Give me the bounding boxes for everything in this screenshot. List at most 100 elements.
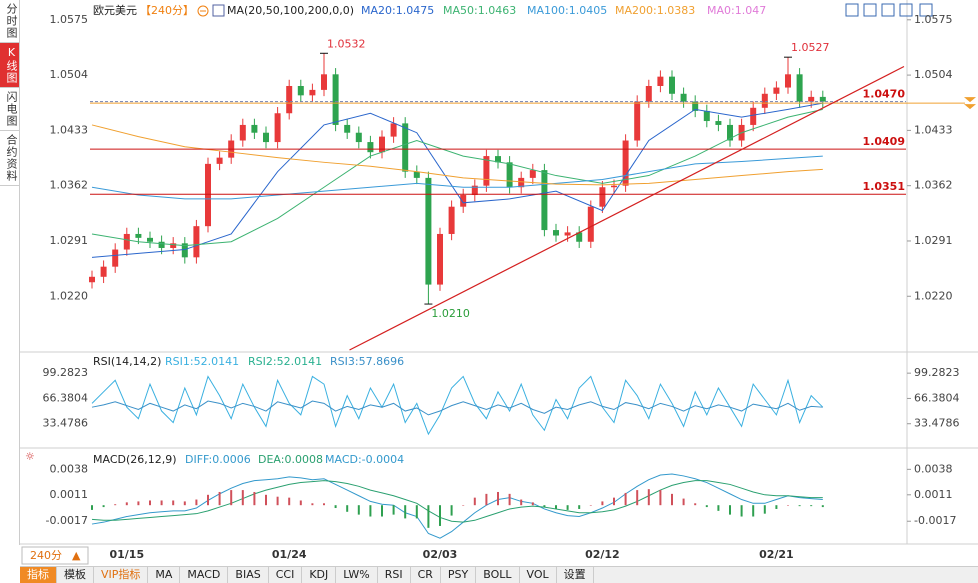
candle-body — [761, 93, 768, 108]
candle-body — [448, 206, 455, 234]
histogram-bar — [717, 505, 720, 511]
histogram-bar — [462, 505, 465, 506]
candle-body — [553, 230, 559, 236]
candle-body — [529, 170, 536, 178]
level-label: 1.0409 — [863, 135, 905, 148]
legend-entry: MA100:1.0405 — [527, 4, 607, 17]
y-tick-label: 0.0038 — [914, 462, 953, 475]
candle-body — [89, 276, 95, 283]
legend-entry: DEA:0.0008 — [258, 453, 323, 466]
histogram-bar — [439, 505, 441, 526]
histogram-bar — [276, 496, 279, 506]
candle-body — [112, 249, 119, 267]
y-tick-label: -0.0017 — [46, 514, 88, 527]
period-select[interactable]: 240分 — [30, 549, 62, 562]
candle-body — [483, 156, 490, 186]
candle-body — [263, 132, 269, 143]
histogram-bar — [578, 505, 581, 509]
side-tab[interactable]: K线图 — [0, 43, 19, 88]
candle-body — [703, 110, 710, 122]
candle-body — [622, 140, 629, 186]
histogram-bar — [763, 505, 766, 514]
toolbar-tab[interactable]: BIAS — [228, 567, 269, 583]
legend-entry: MA20:1.0475 — [361, 4, 434, 17]
ma-label: MA(20,50,100,200,0,0) — [227, 4, 354, 17]
toolbar-tab[interactable]: MA — [148, 567, 181, 583]
x-tick-label: 01/15 — [109, 548, 144, 561]
histogram-bar — [404, 505, 407, 519]
y-tick-label: 1.0291 — [50, 234, 89, 247]
candle-body — [355, 132, 362, 143]
candle-body — [100, 266, 107, 277]
toolbar-tab[interactable]: PSY — [441, 567, 477, 583]
histogram-bar — [508, 493, 511, 506]
histogram-bar — [810, 505, 813, 507]
histogram-bar — [195, 499, 198, 506]
histogram-bar — [450, 505, 453, 516]
indicator-line — [91, 480, 823, 523]
toolbar-tab[interactable]: BOLL — [476, 567, 520, 583]
toolbar-tab[interactable]: 指标 — [20, 567, 57, 583]
y-tick-label: 1.0575 — [914, 13, 953, 26]
y-tick-label: 0.0011 — [50, 488, 89, 501]
icon[interactable] — [845, 3, 859, 17]
icon[interactable] — [899, 3, 913, 17]
chart-area: 欧元美元 【240分】 MA(20,50,100,200,0,0) ☼ 240分… — [20, 0, 978, 565]
symbol: 欧元美元 — [93, 4, 137, 17]
icon[interactable] — [197, 5, 209, 17]
indicator-title: MACD(26,12,9) — [93, 453, 177, 466]
histogram-bar — [752, 505, 755, 517]
ma-line — [91, 102, 823, 258]
indicator-line — [91, 400, 823, 416]
toolbar-tab[interactable]: RSI — [378, 567, 411, 583]
histogram-bar — [694, 503, 697, 506]
extreme-label: 1.0532 — [327, 37, 366, 50]
side-tab[interactable]: 闪电图 — [0, 88, 19, 131]
toolbar-tab[interactable]: 设置 — [557, 567, 594, 583]
candle-body — [309, 89, 316, 96]
histogram-bar — [381, 505, 383, 517]
period-box[interactable] — [21, 546, 89, 565]
candle-body — [170, 243, 177, 248]
x-tick-label: 01/24 — [272, 548, 307, 561]
icon[interactable] — [212, 4, 225, 17]
toolbar-tab[interactable]: LW% — [336, 567, 378, 583]
side-tab[interactable]: 分时图 — [0, 0, 19, 43]
histogram-bar — [323, 503, 325, 506]
candle-body — [286, 85, 293, 114]
candle-body — [634, 101, 641, 141]
y-tick-label: 1.0220 — [914, 289, 953, 302]
toolbar-tab[interactable]: CCI — [269, 567, 303, 583]
histogram-bar — [230, 490, 233, 506]
histogram-bar — [357, 505, 360, 515]
toolbar-tab[interactable]: KDJ — [302, 567, 337, 583]
icon[interactable] — [881, 3, 895, 17]
candle-body — [158, 241, 165, 248]
icon: ▲ — [72, 549, 81, 562]
side-tabs: 分时图 K线图 闪电图 合约资料 — [0, 0, 20, 545]
histogram-bar — [497, 491, 499, 506]
toolbar-tab[interactable]: VOL — [520, 567, 557, 583]
side-tab[interactable]: 合约资料 — [0, 131, 19, 186]
icon[interactable] — [919, 3, 933, 17]
candle-body — [773, 87, 780, 94]
candle-body — [437, 233, 443, 285]
toolbar-tab[interactable]: CR — [411, 567, 441, 583]
candle-body — [251, 124, 258, 133]
level-label: 1.0351 — [863, 180, 905, 193]
icon[interactable] — [863, 3, 877, 17]
y-tick-label: 33.4786 — [43, 417, 89, 430]
toolbar-tab[interactable]: VIP指标 — [94, 567, 149, 583]
candle-body — [205, 163, 211, 227]
candle-body — [379, 136, 385, 153]
legend-entry: MACD:-0.0004 — [325, 453, 404, 466]
icon[interactable]: ☼ — [25, 450, 35, 463]
candle-body — [425, 177, 432, 285]
candle-body — [576, 232, 583, 242]
toolbar-tab[interactable]: 模板 — [57, 567, 94, 583]
trend-line — [349, 65, 905, 351]
histogram-bar — [299, 500, 302, 506]
histogram-bar — [207, 494, 209, 506]
toolbar-tab[interactable]: MACD — [180, 567, 229, 583]
